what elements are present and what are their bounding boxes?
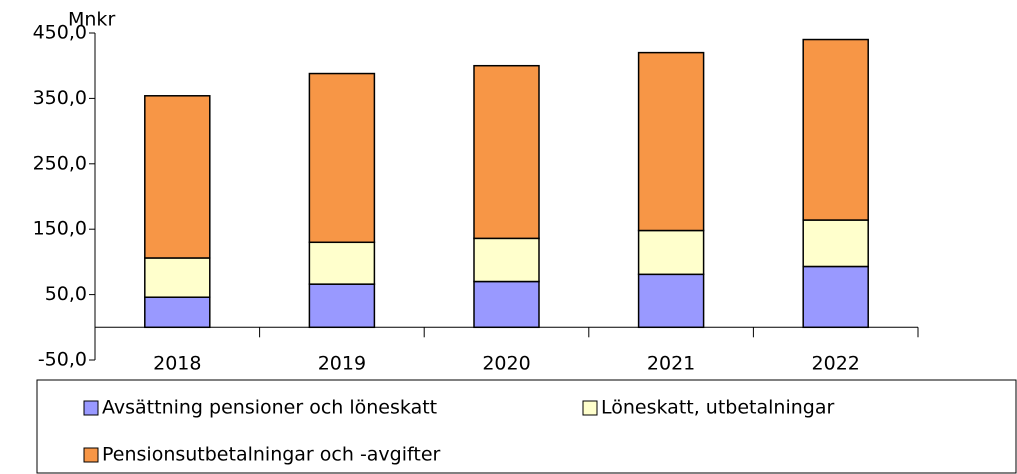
legend-label: Avsättning pensioner och löneskatt [102,397,437,419]
bar-segment [473,280,540,329]
y-tick-label: -50,0 [38,349,87,371]
bar-segment [144,95,211,259]
bar-segment [802,265,869,329]
x-tick-label: 2021 [647,353,695,375]
bar-segment [308,241,376,285]
bar-segment [473,237,540,283]
bar-segment [802,219,869,268]
y-tick-label: 350,0 [33,87,87,109]
legend-label: Löneskatt, utbetalningar [601,397,834,419]
bar-segment [308,283,376,329]
bar-segment [637,51,705,232]
y-tick-label: 450,0 [33,22,87,44]
bar-segment [144,296,211,329]
x-tick-label: 2018 [153,353,201,375]
bar-segment [637,273,705,329]
x-tick-label: 2020 [482,353,530,375]
legend-swatch [83,400,99,416]
bar-segment [637,229,705,276]
legend-label: Pensionsutbetalningar och -avgifter [102,444,441,466]
legend-swatch [582,400,598,416]
y-tick-label: 50,0 [45,283,87,305]
bar-segment [308,72,376,244]
legend-box [36,379,1017,474]
bar-segment [473,64,540,240]
y-tick-label: 150,0 [33,218,87,240]
bar-segment [802,38,869,221]
bar-segment [144,257,211,298]
x-tick-label: 2022 [812,353,860,375]
x-tick-label: 2019 [318,353,366,375]
y-axis-label: Mnkr [68,9,115,31]
y-tick-label: 250,0 [33,152,87,174]
legend-swatch [83,447,99,463]
